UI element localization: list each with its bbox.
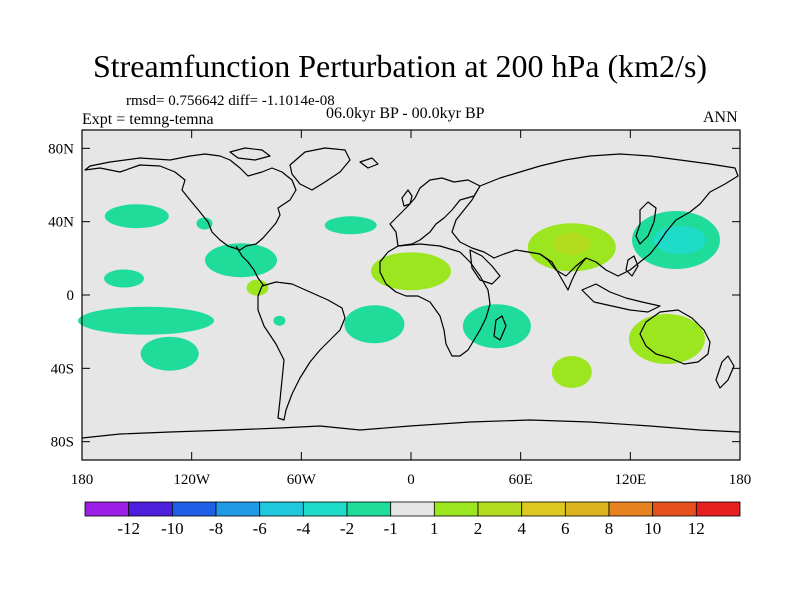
colorbar-box <box>652 501 697 517</box>
anomaly-central-us-negative-1 <box>196 217 213 230</box>
anomaly-south-atlantic-negative-1 <box>344 305 405 344</box>
x-tick-label: 120W <box>173 472 211 488</box>
x-axis: 180 120W 60W 0 60E 120E 180 <box>71 130 752 488</box>
colorbar-box <box>608 501 654 517</box>
y-axis: 80N 40N 0 40S 80S <box>48 141 740 451</box>
anomaly-caribbean-positive-1 <box>246 279 269 296</box>
period-text: 06.0kyr BP - 00.0kyr BP <box>326 105 485 122</box>
colorbar-label: 4 <box>517 519 526 538</box>
coastline-british-isles <box>401 189 413 207</box>
y-tick-label: 40S <box>51 361 74 377</box>
anomaly-north-america-negative-1 <box>205 243 277 278</box>
x-tick-label: 120E <box>614 472 646 488</box>
stats-text: rmsd= 0.756642 diff= -1.1014e-08 <box>126 93 335 109</box>
anomaly-tibet-positive-2 <box>552 232 591 255</box>
colorbar-box <box>215 501 261 517</box>
colorbar-box <box>128 501 173 517</box>
y-tick-label: 0 <box>67 288 75 304</box>
coastline-central-america <box>235 245 265 287</box>
colorbar-label: -1 <box>384 519 398 538</box>
anomaly-south-pacific-negative-1 <box>78 306 214 335</box>
coastline-indonesia <box>581 283 661 313</box>
coastline-australia <box>639 309 711 365</box>
colorbar-label: 10 <box>644 519 661 538</box>
colorbar-label: 1 <box>430 519 439 538</box>
coastline-new-zealand <box>715 355 735 389</box>
anomaly-layer <box>78 204 720 388</box>
y-tick-label: 80S <box>51 435 74 451</box>
plot-background <box>82 130 740 460</box>
colorbar-box <box>390 501 435 517</box>
coastline-arabia <box>469 249 501 285</box>
colorbar-label: -2 <box>340 519 354 538</box>
coastlines <box>81 147 741 439</box>
colorbar: -12 -10 -8 -6 -4 -2 -1 1 2 4 6 8 10 12 <box>84 501 741 538</box>
coastline-south-america <box>257 281 346 421</box>
colorbar-box <box>84 501 130 517</box>
anomaly-north-atlantic-negative-1 <box>324 216 377 235</box>
coastline-antarctica <box>81 419 741 439</box>
y-tick-label: 80N <box>48 141 74 157</box>
coastline-india <box>539 253 587 291</box>
anomaly-northwest-pacific-negative-2 <box>653 226 706 254</box>
y-tick-label: 40N <box>48 215 74 231</box>
colorbar-box <box>695 501 741 517</box>
x-tick-label: 60W <box>287 472 317 488</box>
coastline-arctic-islands <box>229 147 379 169</box>
colorbar-box <box>346 501 392 517</box>
colorbar-label: 2 <box>474 519 483 538</box>
anomaly-southeast-pacific-negative-1 <box>140 336 199 371</box>
x-tick-label: 0 <box>407 472 415 488</box>
coastline-greenland <box>289 147 351 191</box>
coastline-madagascar <box>493 315 507 341</box>
x-tick-label: 60E <box>509 472 533 488</box>
colorbar-label: -10 <box>161 519 184 538</box>
colorbar-box <box>433 501 479 517</box>
coastline-japan <box>635 201 657 245</box>
colorbar-box <box>477 501 523 517</box>
colorbar-label: 12 <box>688 519 705 538</box>
coastline-asia <box>451 153 739 277</box>
anomaly-australia-positive-1 <box>628 314 705 364</box>
coastline-europe <box>389 177 481 247</box>
x-tick-label: 180 <box>71 472 94 488</box>
colorbar-box <box>259 501 304 517</box>
anomaly-north-pacific-negative-1 <box>104 204 169 229</box>
colorbar-label: -6 <box>253 519 267 538</box>
coastline-north-america <box>84 153 297 251</box>
colorbar-label: -4 <box>296 519 311 538</box>
colorbar-box <box>171 501 217 517</box>
anomaly-south-america-negative-1 <box>273 315 286 326</box>
colorbar-box <box>564 501 610 517</box>
colorbar-label: 8 <box>605 519 614 538</box>
colorbar-label: 6 <box>561 519 570 538</box>
experiment-text: Expt = temng-temna <box>82 111 214 128</box>
chart-title: Streamfunction Perturbation at 200 hPa (… <box>92 48 708 84</box>
colorbar-label: -8 <box>209 519 223 538</box>
anomaly-north-africa-positive-1 <box>371 252 451 291</box>
season-text: ANN <box>703 109 738 126</box>
colorbar-box <box>302 501 348 517</box>
x-tick-label: 180 <box>729 472 752 488</box>
anomaly-tropical-pacific-negative-1 <box>104 269 144 288</box>
coastline-philippines <box>625 255 639 277</box>
colorbar-box <box>521 501 566 517</box>
anomaly-indian-ocean-positive-1 <box>551 356 592 388</box>
colorbar-label: -12 <box>117 519 140 538</box>
anomaly-southern-africa-negative-1 <box>462 304 531 349</box>
